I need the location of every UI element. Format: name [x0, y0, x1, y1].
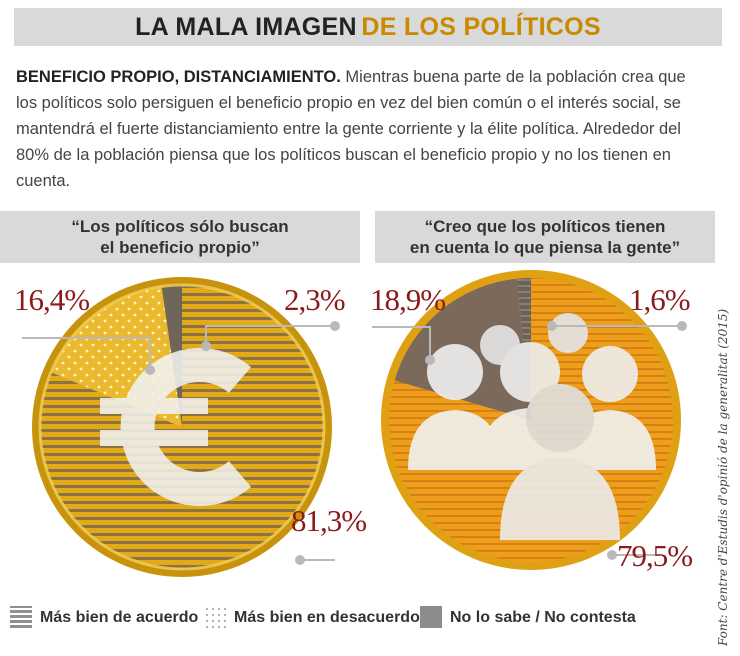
legend-item-acuerdo: Más bien de acuerdo [40, 604, 198, 632]
legend-item-desacuerdo: Más bien en desacuerdo [234, 604, 420, 632]
title-part2: DE LOS POLÍTICOS [361, 13, 601, 41]
intro-lead: BENEFICIO PROPIO, DISTANCIAMIENTO. [16, 68, 341, 86]
intro-text: BENEFICIO PROPIO, DISTANCIAMIENTO. Mient… [16, 64, 706, 194]
pie-2-label-acuerdo: 79,5% [617, 538, 693, 573]
pie-1-label-desacuerdo: 16,4% [14, 282, 90, 317]
pie-1-label-no-sabe: 2,3% [284, 282, 346, 317]
question-2-line1: “Creo que los políticos tienen [424, 217, 666, 236]
legend-label-desacuerdo: Más bien en desacuerdo [234, 609, 420, 626]
pie-2-label-no-sabe: 1,6% [629, 282, 691, 317]
legend-label-no-sabe: No lo sabe / No contesta [450, 609, 636, 626]
pie-1-label-acuerdo: 81,3% [291, 503, 367, 538]
intro-body: Mientras buena parte de la población cre… [16, 68, 686, 190]
question-box-2: “Creo que los políticos tienen en cuenta… [375, 211, 715, 263]
question-1-line2: el beneficio propio” [100, 238, 260, 257]
pie-2-label-desacuerdo: 18,9% [370, 282, 446, 317]
legend-item-no-sabe: No lo sabe / No contesta [450, 604, 636, 632]
pie-1 [32, 277, 332, 577]
title-part1: LA MALA IMAGEN [135, 13, 357, 41]
pie-2 [381, 270, 681, 570]
question-1-line1: “Los políticos sólo buscan [71, 217, 289, 236]
pie-1-slice-acuerdo [40, 285, 325, 569]
question-box-1: “Los políticos sólo buscan el beneficio … [0, 211, 360, 263]
legend-swatch-no-sabe [420, 606, 442, 628]
legend-swatch-desacuerdo [204, 606, 226, 628]
people-group-icon [408, 313, 656, 540]
legend-label-acuerdo: Más bien de acuerdo [40, 609, 199, 626]
title-bar: LA MALA IMAGEN DE LOS POLÍTICOS [14, 8, 722, 46]
leader-lines [22, 321, 687, 565]
coin-inner-ring [38, 283, 326, 571]
question-2-line2: en cuenta lo que piensa la gente” [409, 238, 681, 257]
euro-coin-icon [100, 348, 252, 506]
source-note: Font: Centre d'Estudis d'opinió de la ge… [716, 308, 730, 646]
legend-swatch-acuerdo [10, 606, 32, 628]
